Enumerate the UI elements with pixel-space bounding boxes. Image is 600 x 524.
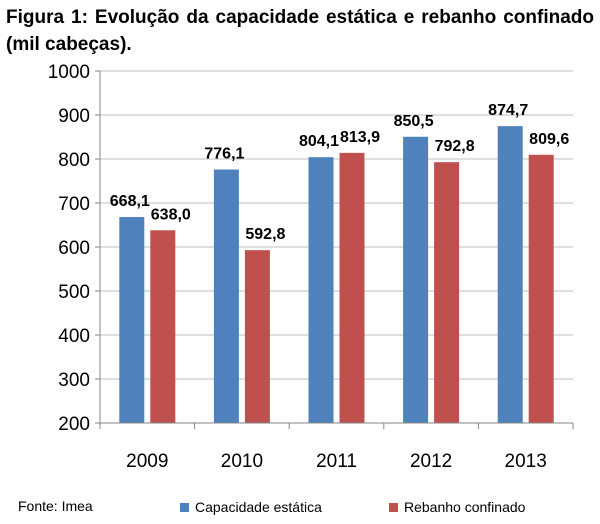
data-label: 813,9 — [340, 129, 380, 146]
data-label: 874,7 — [488, 102, 528, 119]
x-tick-label: 2010 — [221, 451, 263, 472]
y-tick-label: 700 — [58, 194, 90, 215]
bars — [119, 126, 554, 424]
bar-series-1-2012 — [403, 136, 429, 423]
bar-series-1-2010 — [213, 169, 239, 423]
y-tick-label: 600 — [58, 238, 90, 259]
y-tick-label: 500 — [58, 282, 90, 303]
data-label: 804,1 — [299, 133, 339, 150]
bar-series-1-2011 — [308, 157, 334, 424]
bar-series-2-2012 — [434, 162, 460, 423]
x-axis-tick-labels: 2009 2010 2011 2012 2013 — [126, 451, 547, 472]
y-tick-label: 200 — [58, 414, 90, 435]
data-label: 776,1 — [204, 146, 244, 163]
bar-series-2-2011 — [339, 152, 365, 423]
axes — [95, 70, 574, 429]
figure-caption: Figura 1: Evolução da capacidade estátic… — [6, 7, 594, 55]
bar-series-2-2010 — [244, 250, 270, 423]
y-tick-label: 1000 — [48, 62, 90, 83]
bar-series-2-2013 — [528, 154, 554, 423]
legend-swatch-series-1 — [180, 502, 189, 512]
legend-label-series-1: Capacidade estática — [195, 499, 322, 515]
data-label: 850,5 — [394, 113, 434, 130]
data-label: 809,6 — [529, 131, 569, 148]
bar-series-1-2009 — [119, 217, 145, 423]
legend-swatch-series-2 — [389, 502, 398, 512]
data-label: 638,0 — [151, 206, 191, 223]
y-axis-tick-labels: 200 300 400 500 600 700 800 900 1000 — [48, 62, 90, 435]
bar-series-1-2013 — [497, 126, 523, 424]
legend-item-series-1: Capacidade estática — [180, 499, 322, 515]
legend-item-series-2: Rebanho confinado — [389, 499, 525, 515]
legend-label-series-2: Rebanho confinado — [404, 499, 526, 515]
x-tick-label: 2011 — [316, 451, 357, 472]
source-note: Fonte: Imea — [18, 498, 93, 514]
y-tick-label: 800 — [58, 150, 90, 171]
y-tick-label: 300 — [58, 370, 90, 391]
gridlines — [100, 70, 573, 380]
data-label: 792,8 — [435, 138, 475, 155]
y-tick-label: 900 — [58, 106, 90, 127]
x-tick-label: 2012 — [410, 451, 452, 472]
bar-series-2-2009 — [150, 230, 176, 423]
data-label: 592,8 — [245, 226, 285, 243]
x-tick-label: 2013 — [505, 451, 547, 472]
y-tick-label: 400 — [58, 326, 90, 347]
data-label: 668,1 — [110, 193, 150, 210]
x-tick-label: 2009 — [126, 451, 168, 472]
